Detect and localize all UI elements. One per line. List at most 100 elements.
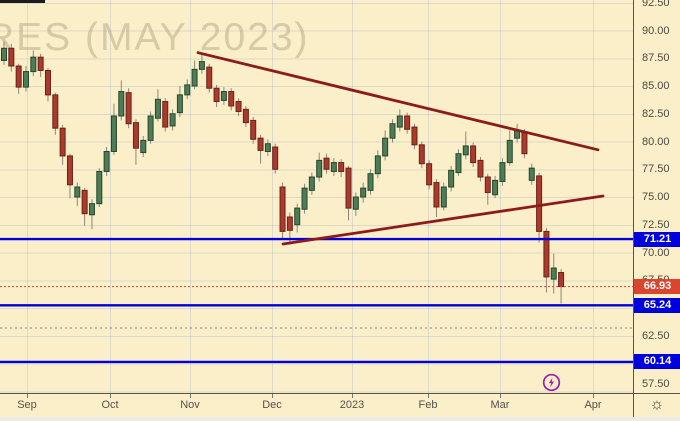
candlestick [74, 182, 81, 206]
price-tick-label: 92.50 [642, 0, 670, 9]
candlestick [455, 149, 462, 176]
candlestick [374, 150, 381, 179]
candlestick [22, 66, 29, 92]
candlestick [235, 98, 242, 116]
price-tick-label: 70.00 [642, 246, 670, 259]
candlestick [470, 142, 477, 168]
candlestick [352, 192, 359, 216]
candlestick [88, 199, 95, 230]
time-tick-label: 2023 [339, 399, 365, 411]
candlestick [550, 253, 557, 294]
candlestick [206, 63, 213, 93]
candlestick [264, 139, 271, 156]
candlestick [279, 182, 286, 239]
candlestick [184, 79, 191, 100]
candlestick [110, 103, 117, 155]
candlestick [132, 119, 139, 165]
lightning-icon[interactable] [542, 373, 561, 392]
price-tick-label: 82.50 [642, 107, 670, 120]
trendline[interactable] [196, 51, 600, 152]
candlestick [440, 182, 447, 211]
candlestick [404, 112, 411, 134]
settings-gear-icon[interactable]: ☼ [649, 396, 665, 413]
instrument-watermark: RES (MAY 2023) [0, 16, 310, 59]
chart-canvas[interactable]: RES (MAY 2023) [0, 0, 633, 393]
price-tick-label: 62.50 [642, 329, 670, 342]
candlestick [536, 172, 543, 243]
candlestick [242, 105, 249, 128]
candlestick [52, 92, 59, 135]
trendline[interactable] [281, 194, 605, 246]
time-tick-mark [272, 394, 273, 398]
candlestick [294, 203, 301, 233]
candlestick [140, 135, 147, 158]
candlestick [382, 130, 389, 161]
candlestick [125, 88, 132, 129]
candlestick [44, 68, 51, 102]
candles [1, 41, 565, 304]
candlestick [30, 50, 37, 77]
candlestick [330, 158, 337, 176]
candlestick [118, 80, 125, 121]
candlestick [396, 109, 403, 132]
candlestick [301, 183, 308, 214]
candlestick [477, 157, 484, 182]
candlestick [492, 175, 499, 199]
price-tick-label: 72.50 [642, 218, 670, 231]
price-level-label: 60.14 [634, 354, 680, 370]
candlestick [66, 153, 73, 199]
time-tick-mark [190, 394, 191, 398]
price-tick-label: 90.00 [642, 24, 670, 37]
time-tick-label: Feb [418, 399, 438, 411]
time-tick-label: Mar [490, 399, 510, 411]
price-tick-label: 87.50 [642, 52, 670, 65]
price-level-label: 66.93 [634, 279, 680, 295]
time-tick-label: Apr [584, 399, 602, 411]
price-tick-label: 85.00 [642, 80, 670, 92]
candlestick [15, 63, 22, 94]
candlestick [96, 168, 103, 207]
candlestick [528, 163, 535, 185]
time-tick-mark [352, 394, 353, 398]
candlestick [257, 134, 264, 164]
candlestick [191, 60, 198, 90]
lightning-bolt-glyph [548, 377, 555, 388]
time-tick-label: Nov [180, 399, 200, 411]
candlestick [338, 159, 345, 178]
price-tick-label: 80.00 [642, 135, 670, 148]
candlestick [411, 123, 418, 150]
candlestick [176, 86, 183, 118]
candlestick [389, 119, 396, 143]
candlestick [433, 179, 440, 217]
time-axis[interactable]: Sep Oct Nov Dec 2023 Feb Mar Apr [0, 393, 680, 417]
price-level-label: 65.24 [634, 297, 680, 313]
axis-corner: ☼ [633, 393, 680, 417]
price-axis[interactable]: 92.50 90.00 87.50 85.00 82.50 80.00 77.50 75.00… [633, 0, 680, 393]
price-tick-label: 57.50 [642, 378, 670, 390]
candlestick [147, 111, 154, 144]
candlestick [37, 53, 44, 78]
candlestick [345, 165, 352, 221]
candlestick [1, 41, 7, 65]
candlestick [59, 124, 66, 165]
candlestick [169, 109, 176, 131]
candlestick [514, 123, 521, 143]
candlestick [220, 87, 227, 105]
candlestick [418, 141, 425, 169]
time-tick-mark [27, 394, 28, 398]
candlestick [228, 88, 235, 111]
candlestick-chart [0, 0, 633, 393]
candlestick [8, 43, 15, 72]
candlestick [499, 158, 506, 186]
candlestick [162, 98, 169, 132]
candlestick [250, 117, 257, 144]
candlestick [103, 147, 110, 176]
candlestick [360, 182, 367, 203]
time-tick-label: Oct [101, 399, 119, 411]
candlestick [543, 228, 550, 293]
candlestick [506, 130, 513, 166]
candlestick [426, 160, 433, 190]
time-tick-mark [500, 394, 501, 398]
time-tick-mark [110, 394, 111, 398]
